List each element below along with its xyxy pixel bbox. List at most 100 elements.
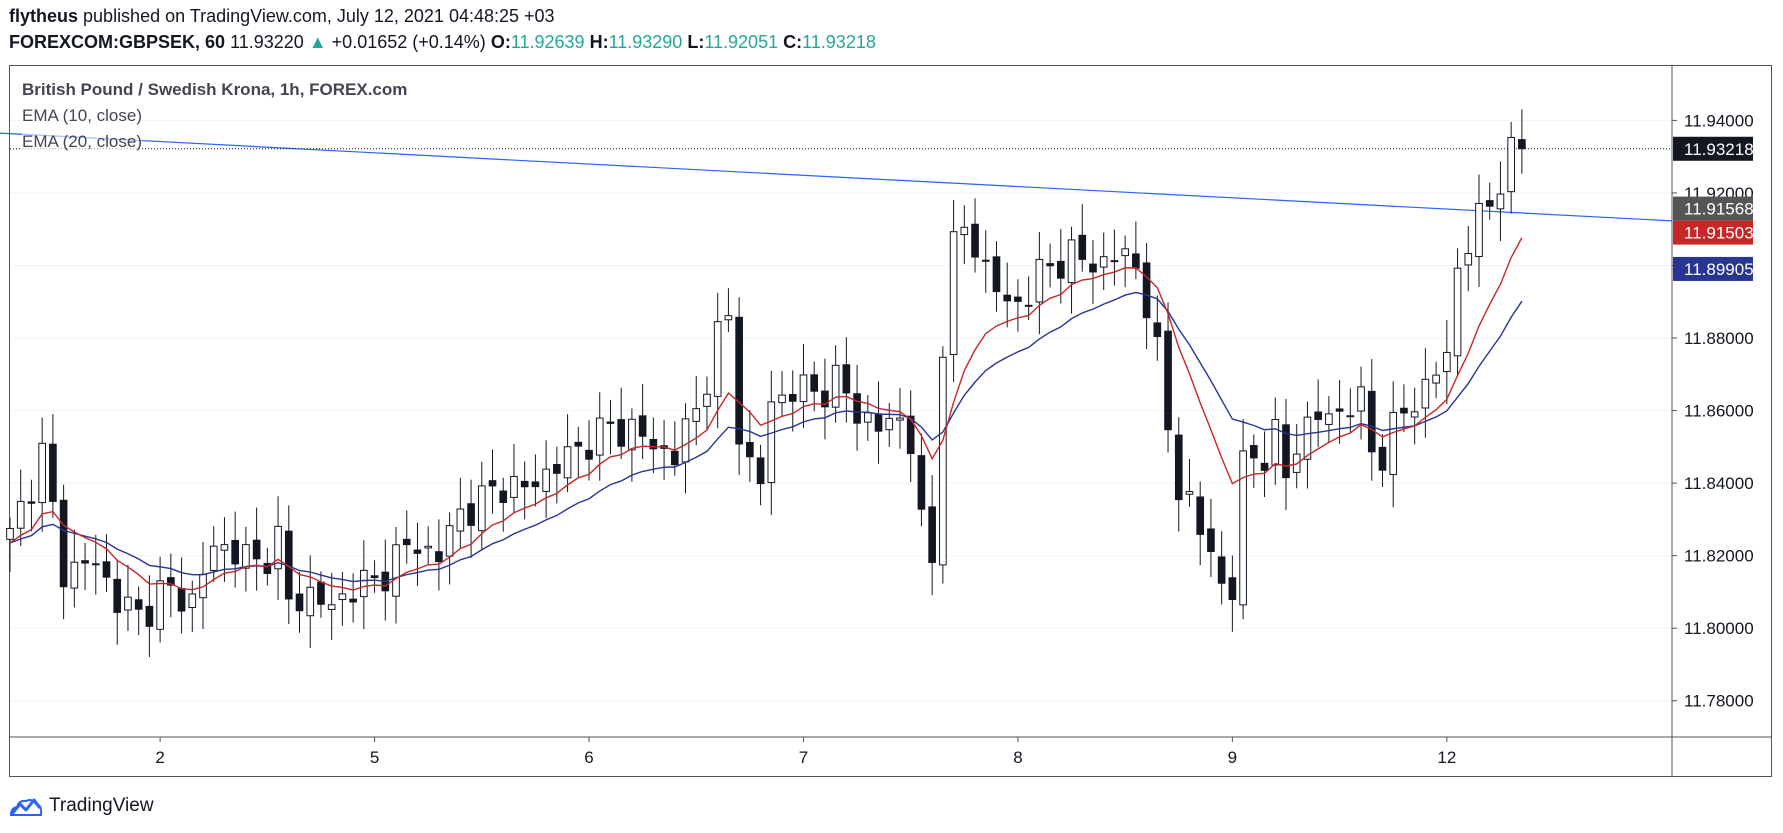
candle-body — [1410, 411, 1419, 418]
candle-body — [1153, 322, 1162, 337]
candle-body — [928, 506, 936, 563]
symbol-header: FOREXCOM:GBPSEK, 60 11.93220 ▲ +0.01652 … — [9, 32, 876, 53]
candle-body — [767, 401, 776, 484]
candle-body — [735, 316, 743, 445]
author-name[interactable]: flytheus — [9, 6, 79, 26]
candle-body — [585, 449, 593, 460]
candle-body — [1056, 260, 1065, 279]
candle-body — [1378, 446, 1387, 471]
y-tick-label: 11.86000 — [1684, 402, 1754, 421]
candle-body — [1260, 462, 1269, 471]
candle-body — [1314, 411, 1322, 420]
high-label: H: — [589, 32, 609, 52]
candle-body — [724, 315, 733, 321]
candle-body — [317, 581, 325, 605]
candle-body — [456, 508, 465, 532]
tradingview-footer[interactable]: TradingView — [9, 795, 154, 817]
candle-body — [27, 501, 36, 504]
candle-body — [520, 480, 529, 488]
candle-body — [59, 499, 68, 588]
change-up-icon: ▲ — [308, 32, 327, 52]
change-value: +0.01652 (+0.14%) — [331, 32, 486, 52]
candle-body — [713, 321, 722, 397]
candle-body — [467, 503, 475, 526]
candle-body — [435, 551, 443, 563]
candle-body — [617, 419, 626, 447]
candle-body — [981, 259, 990, 262]
candle-body — [167, 577, 175, 586]
candle-body — [209, 545, 218, 571]
candle-body — [1464, 253, 1473, 266]
last-price-label: 11.93218 — [1684, 140, 1754, 159]
candle-body — [1196, 496, 1205, 535]
trendline-price-box — [1673, 196, 1753, 221]
legend-ema10[interactable]: EMA (10, close) — [22, 106, 142, 126]
candle-body — [756, 457, 765, 485]
ema10-price-label: 11.91503 — [1684, 224, 1754, 243]
candle-body — [1003, 294, 1012, 302]
candle-body — [295, 593, 304, 612]
last-price-box — [1673, 136, 1753, 161]
candle-body — [1421, 378, 1430, 409]
candle-body — [563, 446, 572, 479]
candle-body — [274, 525, 282, 570]
candle-body — [842, 364, 851, 394]
legend-ema20[interactable]: EMA (20, close) — [22, 132, 142, 152]
candle-body — [424, 545, 433, 549]
candle-body — [134, 599, 143, 610]
x-tick-label: 2 — [155, 748, 164, 767]
candle-body — [1174, 434, 1183, 501]
ema20-price-box — [1673, 256, 1753, 281]
candle-body — [1475, 202, 1483, 258]
candle-body — [874, 413, 883, 432]
candle-body — [91, 563, 100, 566]
candle-body — [853, 393, 861, 424]
candle-body — [1142, 262, 1151, 319]
candle-body — [788, 394, 797, 402]
candle-body — [220, 544, 229, 551]
candle-body — [906, 415, 915, 455]
candle-body — [1443, 351, 1451, 373]
candle-body — [628, 418, 636, 451]
candle-body — [1014, 296, 1022, 302]
candle-body — [231, 539, 239, 565]
candle-body — [917, 455, 926, 510]
candle-body — [1132, 253, 1140, 269]
low-label: L: — [687, 32, 705, 52]
candle-body — [971, 223, 979, 258]
candle-body — [896, 417, 904, 421]
candle-body — [746, 442, 754, 458]
candle-body — [510, 475, 518, 498]
legend-title: British Pound / Swedish Krona, 1h, FOREX… — [22, 80, 408, 100]
candle-body — [831, 364, 840, 408]
candle-body — [821, 390, 829, 408]
ema20-line — [9, 291, 1523, 583]
candle-body — [156, 580, 164, 630]
candle-body — [338, 593, 347, 601]
candle-body — [1400, 407, 1408, 414]
candle-body — [1325, 413, 1333, 425]
chart-frame[interactable] — [9, 65, 1772, 777]
candle-body — [553, 464, 561, 474]
tradingview-cloud-icon — [9, 798, 43, 816]
candle-body — [488, 480, 497, 487]
close-label: C: — [783, 32, 803, 52]
symbol-label: FOREXCOM:GBPSEK, 60 — [9, 32, 226, 52]
candle-body — [1217, 556, 1226, 584]
candle-body — [1507, 136, 1515, 193]
candle-body — [124, 596, 132, 611]
candle-body — [242, 544, 250, 569]
candle-body — [1239, 450, 1247, 606]
candle-body — [1249, 445, 1258, 459]
candle-body — [499, 490, 508, 503]
candle-body — [863, 412, 872, 423]
candle-body — [70, 561, 79, 589]
open-value: 11.92639 — [510, 32, 585, 52]
candle-body — [692, 408, 701, 422]
candle-body — [188, 593, 197, 608]
candle-body — [1496, 193, 1505, 210]
candle-body — [992, 256, 1001, 293]
y-tick-label: 11.88000 — [1684, 329, 1754, 348]
close-value: 11.93218 — [802, 32, 876, 52]
